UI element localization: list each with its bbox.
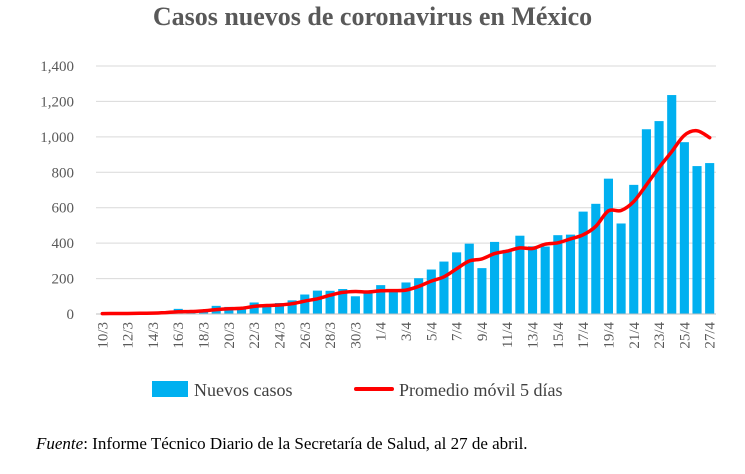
- y-axis-tick-labels: 0 200 400 600 800 1,000 1,200 1,400: [40, 59, 74, 323]
- bar: [591, 203, 601, 314]
- x-tick-label: 5/4: [424, 322, 440, 342]
- bar: [300, 294, 310, 314]
- y-tick-label: 1,400: [40, 59, 74, 75]
- bar: [565, 234, 576, 314]
- bar: [312, 290, 322, 314]
- bar: [274, 303, 285, 314]
- bar: [464, 243, 474, 314]
- x-axis-tick-labels: 10/3 12/3 14/3 16/3 18/3 20/3 22/3 24/3 26/3 28/3…: [95, 322, 718, 349]
- y-tick-label: 400: [52, 236, 75, 252]
- y-tick-label: 800: [52, 165, 75, 181]
- x-tick-label: 19/4: [601, 322, 617, 349]
- bar-series: [97, 95, 715, 315]
- x-tick-label: 12/3: [121, 322, 137, 349]
- bar: [603, 178, 614, 314]
- source-label: Fuente: [36, 434, 84, 453]
- x-tick-label: 3/4: [399, 322, 415, 342]
- bar: [287, 300, 297, 314]
- y-tick-label: 200: [52, 272, 75, 288]
- x-tick-label: 27/4: [703, 322, 719, 349]
- bar: [502, 249, 512, 314]
- x-tick-label: 16/3: [171, 322, 187, 349]
- bar: [679, 142, 689, 314]
- bar: [515, 235, 525, 314]
- moving-average-line: [100, 128, 712, 316]
- x-tick-label: 17/4: [576, 322, 592, 349]
- x-tick-label: 18/3: [197, 322, 213, 349]
- gridlines: [96, 65, 716, 280]
- x-tick-label: 20/3: [222, 322, 238, 349]
- bar: [641, 129, 651, 314]
- bar: [350, 296, 360, 314]
- bar: [527, 246, 538, 314]
- source-text: : Informe Técnico Diario de la Secretarí…: [83, 434, 528, 453]
- bar: [338, 289, 348, 314]
- bar: [553, 235, 563, 314]
- x-tick-label: 30/3: [348, 322, 364, 349]
- bar: [426, 269, 436, 314]
- x-tick-label: 23/4: [652, 322, 668, 349]
- x-tick-label: 21/4: [627, 322, 643, 349]
- y-tick-label: 1,200: [40, 94, 74, 110]
- y-tick-label: 1,000: [40, 130, 74, 146]
- x-tick-label: 24/3: [272, 322, 288, 349]
- bar: [667, 95, 677, 315]
- x-tick-label: 7/4: [450, 322, 466, 342]
- legend-swatch-bars: [152, 381, 188, 397]
- source-note: Fuente: Informe Técnico Diario de la Sec…: [36, 434, 528, 454]
- bar: [262, 304, 272, 314]
- x-tick-label: 1/4: [374, 322, 390, 342]
- bar: [325, 290, 335, 314]
- bar: [477, 268, 487, 314]
- x-tick-label: 22/3: [247, 322, 263, 349]
- bar: [629, 184, 639, 314]
- legend: Nuevos casos Promedio móvil 5 días: [152, 380, 563, 400]
- x-tick-label: 28/3: [323, 322, 339, 349]
- bar: [414, 278, 424, 314]
- x-tick-label: 25/4: [677, 322, 693, 349]
- x-tick-label: 15/4: [551, 322, 567, 349]
- x-tick-label: 11/4: [500, 322, 516, 349]
- bar: [490, 241, 500, 314]
- x-tick-label: 13/4: [526, 322, 542, 349]
- bar: [692, 166, 702, 314]
- bar: [452, 252, 462, 314]
- bar: [578, 211, 588, 314]
- y-tick-label: 600: [52, 201, 75, 217]
- x-tick-label: 14/3: [146, 322, 162, 349]
- bar: [236, 307, 247, 314]
- bar: [439, 261, 449, 314]
- x-tick-label: 10/3: [95, 322, 111, 349]
- bar: [401, 282, 411, 314]
- bar: [540, 246, 550, 314]
- bar: [616, 223, 626, 314]
- bar: [705, 163, 715, 314]
- bar: [388, 289, 398, 314]
- x-tick-label: 9/4: [475, 322, 491, 342]
- bar: [249, 302, 259, 314]
- x-tick-label: 26/3: [298, 322, 314, 349]
- bar: [363, 292, 373, 314]
- line-series: [100, 128, 712, 316]
- bar: [224, 306, 234, 314]
- y-tick-label: 0: [67, 307, 75, 323]
- legend-label-bars: Nuevos casos: [194, 380, 292, 400]
- bar: [376, 285, 386, 314]
- bar: [654, 121, 664, 314]
- chart-title: Casos nuevos de coronavirus en México: [152, 2, 593, 31]
- legend-label-line: Promedio móvil 5 días: [399, 380, 563, 400]
